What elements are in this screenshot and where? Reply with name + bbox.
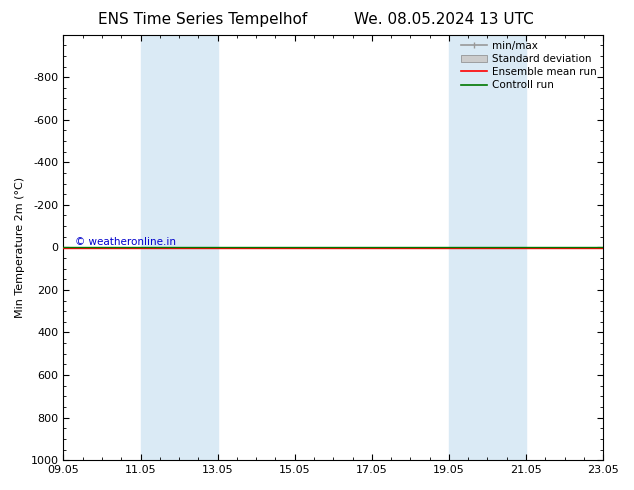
Legend: min/max, Standard deviation, Ensemble mean run, Controll run: min/max, Standard deviation, Ensemble me… [456, 37, 601, 95]
Text: We. 08.05.2024 13 UTC: We. 08.05.2024 13 UTC [354, 12, 534, 27]
Bar [449, 35, 526, 460]
Text: ENS Time Series Tempelhof: ENS Time Series Tempelhof [98, 12, 307, 27]
Bar [141, 35, 217, 460]
Text: © weatheronline.in: © weatheronline.in [75, 237, 176, 247]
Y-axis label: Min Temperature 2m (°C): Min Temperature 2m (°C) [15, 177, 25, 318]
